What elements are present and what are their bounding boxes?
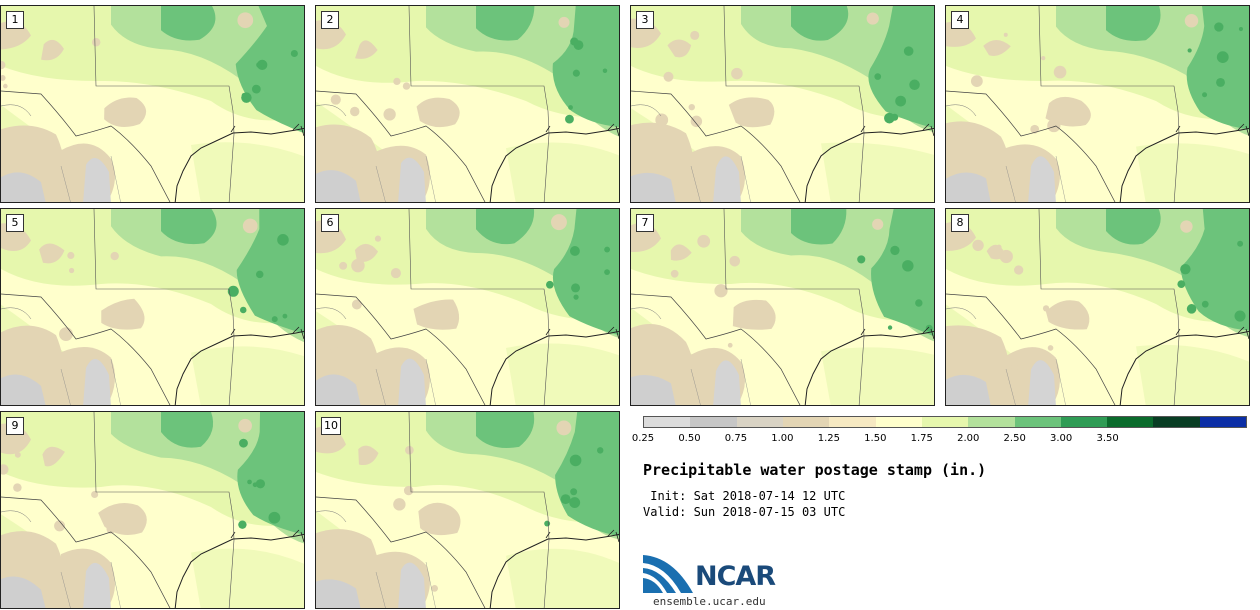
postage-stamp-map: 5 [0, 208, 305, 406]
colorbar-swatch [736, 417, 783, 427]
postage-stamp-map: 3 [630, 5, 935, 203]
colorbar-swatch [968, 417, 1015, 427]
stamp-number: 4 [951, 11, 969, 29]
stamp-number: 8 [951, 214, 969, 232]
postage-stamp-map: 10 [315, 411, 620, 609]
stamp-number: 10 [321, 417, 341, 435]
colorbar-tick-label: 0.50 [678, 433, 701, 444]
colorbar-swatch [782, 417, 830, 427]
colorbar-ticks: 0.25 0.50 0.75 1.00 1.25 1.50 1.75 2.00 2.50 3.00… [632, 433, 1247, 447]
map-title: Precipitable water postage stamp (in.) [643, 461, 987, 479]
colorbar-tick-label: 3.50 [1096, 433, 1119, 444]
postage-stamp-map: 6 [315, 208, 620, 406]
colorbar [643, 416, 1247, 428]
ncar-logo-text: NCAR [695, 561, 776, 592]
stamp-number: 3 [636, 11, 654, 29]
colorbar-tick-label: 1.25 [817, 433, 840, 444]
colorbar-swatch [829, 417, 876, 427]
colorbar-tick-label: 1.00 [771, 433, 794, 444]
stamp-number: 7 [636, 214, 654, 232]
postage-stamp-map: 4 [945, 5, 1250, 203]
colorbar-tick-label: 2.00 [957, 433, 980, 444]
colorbar-tick-label: 0.25 [631, 433, 655, 444]
stamp-number: 1 [6, 11, 24, 29]
colorbar-swatch [690, 417, 737, 427]
colorbar-swatch [1014, 417, 1061, 427]
stamp-number: 6 [321, 214, 339, 232]
postage-stamp-map: 7 [630, 208, 935, 406]
colorbar-tick-label: 1.75 [910, 433, 933, 444]
stamp-number: 2 [321, 11, 339, 29]
colorbar-swatch [1199, 417, 1247, 427]
colorbar-swatch [875, 417, 922, 427]
website-url: ensemble.ucar.edu [653, 595, 766, 608]
init-time: Init: Sat 2018-07-14 12 UTC [643, 489, 846, 503]
colorbar-tick-label: 3.00 [1050, 433, 1073, 444]
postage-stamp-map: 9 [0, 411, 305, 609]
postage-stamp-map: 2 [315, 5, 620, 203]
colorbar-tick-label: 2.50 [1003, 433, 1026, 444]
colorbar-swatch [1107, 417, 1154, 427]
stamp-number: 5 [6, 214, 24, 232]
stamp-number: 9 [6, 417, 24, 435]
valid-time: Valid: Sun 2018-07-15 03 UTC [643, 505, 846, 519]
colorbar-swatch [644, 417, 691, 427]
colorbar-swatch [1060, 417, 1108, 427]
postage-stamp-map: 1 [0, 5, 305, 203]
colorbar-swatch [921, 417, 969, 427]
postage-stamp-map: 8 [945, 208, 1250, 406]
colorbar-swatch [1153, 417, 1200, 427]
colorbar-tick-label: 1.50 [864, 433, 887, 444]
ncar-logo-icon [643, 555, 693, 593]
colorbar-tick-label: 0.75 [724, 433, 748, 444]
